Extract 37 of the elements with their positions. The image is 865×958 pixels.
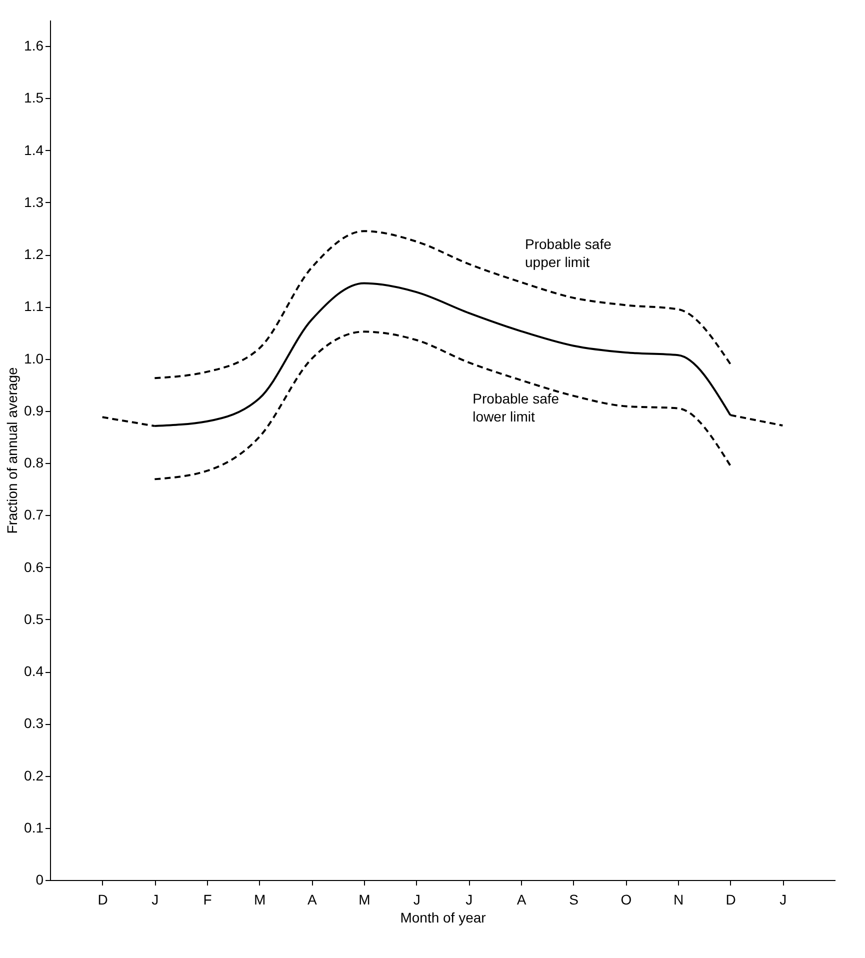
y-tick-label: 0.3	[24, 715, 44, 732]
x-tick-label: J	[413, 892, 420, 908]
y-tick-label: 0.5	[24, 610, 44, 627]
y-tick-label: 1.0	[24, 350, 44, 366]
x-tick-label: S	[569, 892, 579, 908]
x-tick-label: J	[780, 892, 787, 908]
y-axis-title: Fraction of annual average	[4, 367, 20, 534]
y-tick-label: 0.7	[24, 506, 44, 523]
x-tick-label: J	[152, 892, 159, 908]
y-tick-label: 1.4	[24, 142, 44, 158]
y-tick-label: 0.8	[24, 454, 44, 471]
series-label: Probable safe lower limit	[472, 390, 560, 424]
y-tick-label: 0.2	[24, 767, 44, 784]
y-tick-label: 0.4	[24, 663, 44, 680]
y-tick-label: 0.1	[24, 819, 44, 836]
y-tick-label: 1.2	[24, 246, 44, 262]
x-tick-label: A	[307, 892, 318, 908]
y-tick-label: 0	[36, 872, 44, 888]
y-tick-label: 1.5	[24, 90, 44, 106]
x-tick-label: D	[98, 892, 108, 908]
y-tick-label: 0.6	[24, 558, 44, 575]
y-tick-label: 1.6	[24, 38, 44, 54]
x-tick-label: D	[726, 892, 736, 908]
series-label: Probable safe upper limit	[525, 236, 612, 270]
x-tick-label: M	[254, 892, 266, 908]
line-series	[154, 230, 732, 380]
y-tick-label: 0.9	[24, 402, 44, 418]
x-tick-label: M	[358, 892, 370, 908]
line-series	[154, 330, 732, 480]
x-tick-label: F	[203, 892, 212, 908]
x-axis-title: Month of year	[400, 910, 486, 926]
x-tick-label: N	[673, 892, 684, 908]
y-tick-label: 1.1	[24, 298, 44, 314]
y-tick-label: 1.3	[24, 194, 44, 210]
x-tick-label: A	[516, 892, 527, 908]
x-tick-label: O	[620, 892, 632, 908]
x-tick-label: J	[466, 892, 473, 908]
